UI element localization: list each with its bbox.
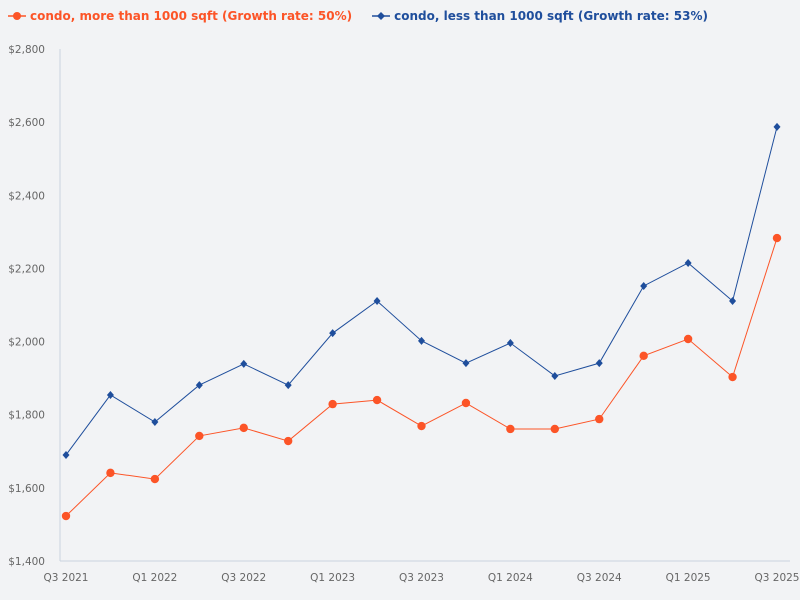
legend: condo, more than 1000 sqft (Growth rate:… <box>8 9 708 23</box>
data-point <box>106 390 114 399</box>
data-point <box>239 423 248 433</box>
data-point <box>461 398 471 408</box>
data-point <box>595 414 604 424</box>
data-point <box>61 511 71 521</box>
y-tick-label: $2,000 <box>8 337 45 349</box>
legend-label: condo, less than 1000 sqft (Growth rate:… <box>394 9 708 23</box>
data-point <box>506 424 515 434</box>
data-point <box>506 339 514 348</box>
legend-item-large-condo[interactable]: condo, more than 1000 sqft (Growth rate:… <box>8 9 352 23</box>
data-point <box>418 336 425 345</box>
data-point <box>462 359 470 368</box>
data-point <box>772 233 782 243</box>
data-point <box>729 296 737 305</box>
data-point <box>372 395 382 405</box>
data-point <box>328 399 337 409</box>
x-tick-label: Q1 2025 <box>666 572 711 584</box>
data-point <box>640 281 648 290</box>
legend-item-small-condo[interactable]: condo, less than 1000 sqft (Growth rate:… <box>372 9 708 23</box>
x-tick-label: Q3 2021 <box>43 572 88 584</box>
diamond-marker-icon <box>372 12 391 20</box>
data-point <box>106 468 115 478</box>
circle-marker-icon <box>8 12 26 20</box>
data-point <box>683 334 693 344</box>
x-tick-label: Q1 2024 <box>488 572 533 584</box>
data-point <box>550 424 560 434</box>
x-tick-label: Q3 2025 <box>754 572 799 584</box>
data-point <box>240 359 248 368</box>
y-tick-label: $2,600 <box>8 117 45 129</box>
data-point <box>195 431 204 441</box>
y-tick-label: $2,800 <box>8 44 45 56</box>
data-point <box>151 418 159 427</box>
data-point <box>639 351 648 361</box>
series-line-1 <box>65 126 778 456</box>
x-tick-label: Q3 2024 <box>577 572 622 584</box>
legend-label: condo, more than 1000 sqft (Growth rate:… <box>30 9 353 23</box>
data-point <box>373 296 381 305</box>
y-tick-label: $1,400 <box>8 556 45 568</box>
data-point <box>417 421 426 431</box>
data-point <box>62 450 70 459</box>
y-tick-label: $1,800 <box>8 410 45 422</box>
x-tick-label: Q3 2022 <box>221 572 266 584</box>
data-point <box>728 372 737 382</box>
data-point <box>595 359 603 368</box>
data-point <box>283 436 293 446</box>
x-tick-label: Q3 2023 <box>399 572 444 584</box>
data-point <box>684 258 692 267</box>
y-tick-label: $2,200 <box>8 263 45 275</box>
y-tick-label: $2,400 <box>8 190 45 202</box>
series-line-0 <box>65 237 778 517</box>
x-tick-label: Q1 2023 <box>310 572 355 584</box>
data-point <box>150 474 160 484</box>
y-tick-label: $1,600 <box>8 483 45 495</box>
data-point <box>284 381 292 390</box>
x-tick-label: Q1 2022 <box>132 572 177 584</box>
data-point <box>551 371 559 380</box>
data-point <box>773 122 781 131</box>
data-point <box>329 329 337 338</box>
data-point <box>195 381 203 390</box>
